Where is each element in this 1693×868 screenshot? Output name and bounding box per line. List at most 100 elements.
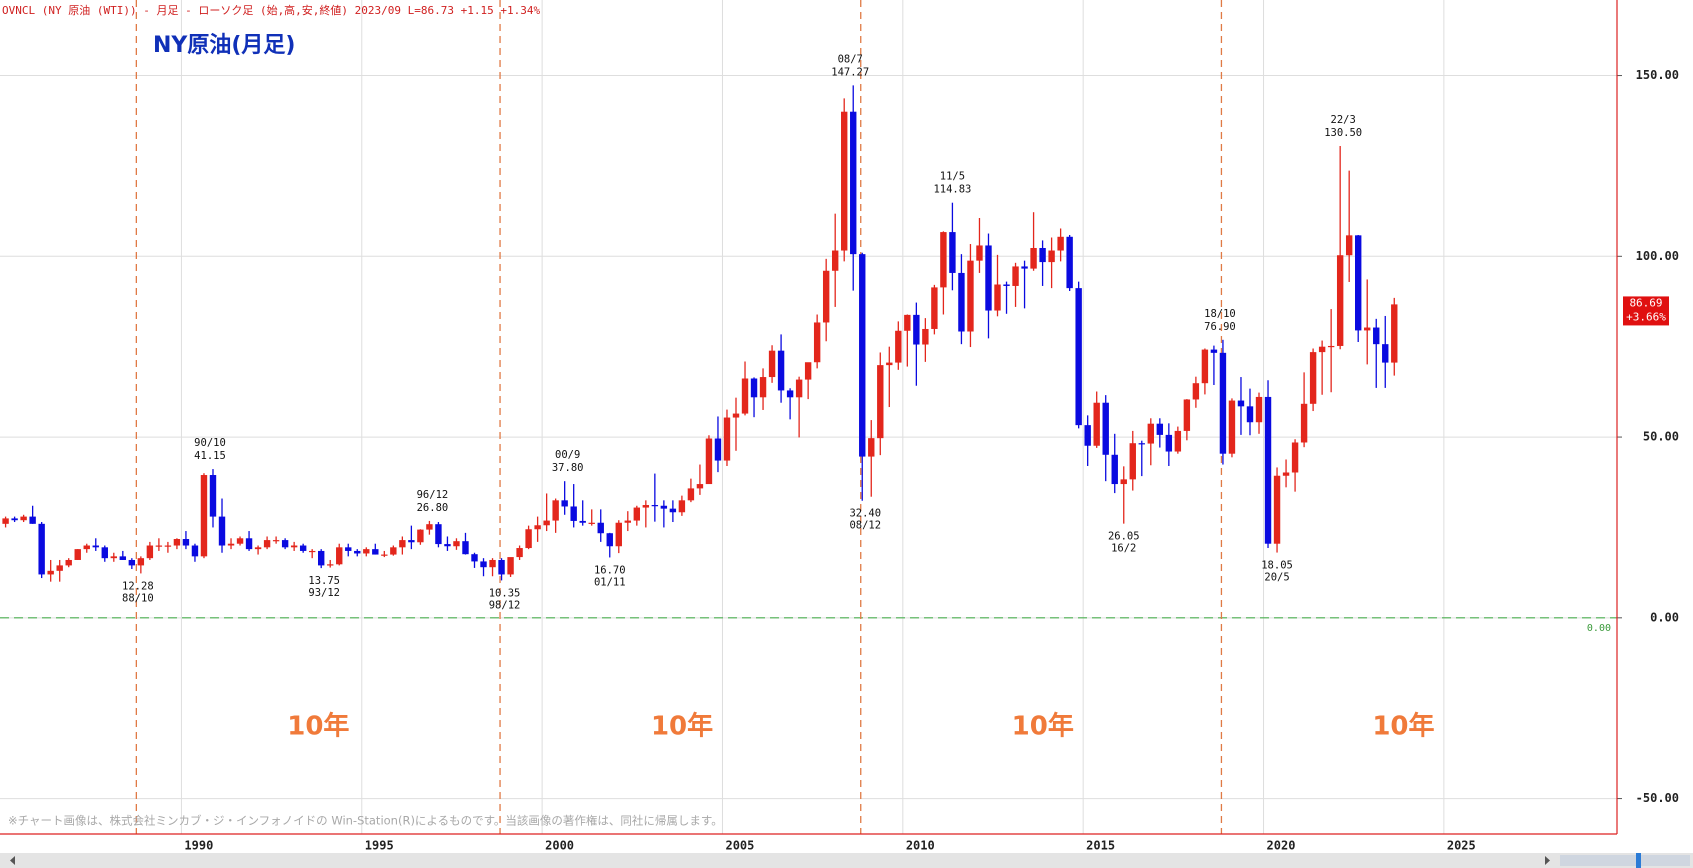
annotation-value: 12.28	[122, 580, 154, 592]
annotation-date: 11/5	[940, 171, 965, 183]
candle-body	[1309, 352, 1317, 404]
candle-body	[525, 529, 532, 549]
x-tick-label: 1995	[365, 839, 394, 853]
candle-body	[597, 522, 604, 534]
candle-body	[1345, 235, 1353, 256]
scrollbar[interactable]	[0, 853, 1693, 868]
candle-body	[281, 540, 289, 548]
annotation-date: 18/10	[1204, 308, 1236, 320]
candle-body	[1156, 423, 1164, 435]
candle-body	[543, 520, 550, 526]
candle-body	[1057, 236, 1064, 251]
candle-body	[687, 488, 695, 501]
candle-body	[11, 518, 18, 521]
candle-body	[985, 245, 992, 311]
candle-body	[1336, 255, 1344, 346]
candle-body	[200, 475, 208, 557]
candle-body	[453, 541, 460, 547]
candle-body	[1246, 406, 1254, 423]
candle-body	[381, 554, 388, 556]
annotation-date: 01/11	[594, 576, 626, 588]
candle-body	[931, 287, 938, 329]
zero-line-label: 0.00	[1587, 623, 1611, 634]
candle-body	[786, 390, 794, 398]
candle-body	[904, 314, 911, 331]
candle-body	[868, 438, 875, 457]
candle-body	[47, 570, 54, 575]
grid-layer	[0, 0, 1617, 834]
x-tick-label: 1990	[184, 839, 213, 853]
candle-body	[480, 561, 487, 568]
candle-body	[660, 505, 668, 509]
candle-body	[723, 417, 731, 461]
annotation-date: 88/10	[122, 592, 154, 604]
candle-body	[254, 547, 262, 550]
candle-body	[1039, 247, 1046, 263]
candle-body	[1129, 443, 1136, 480]
candle-body	[155, 545, 163, 547]
candle-body	[795, 379, 803, 398]
candle-body	[1066, 236, 1073, 289]
annotation-date: 93/12	[308, 587, 340, 599]
candle-body	[372, 549, 379, 555]
annotation-value: 147.27	[831, 66, 869, 78]
x-tick-label: 2005	[725, 839, 754, 853]
candle-body	[20, 516, 27, 521]
candle-body	[354, 550, 361, 554]
candle-body	[1210, 349, 1218, 353]
candle-body	[101, 547, 108, 559]
candle-body	[1183, 399, 1191, 431]
x-tick-label: 2020	[1267, 839, 1296, 853]
period-label: 10年	[1372, 711, 1434, 742]
scroll-right-arrow[interactable]	[1545, 856, 1550, 865]
period-label: 10年	[1012, 711, 1074, 742]
candle-body	[841, 111, 848, 251]
candle-body	[516, 548, 523, 558]
last-price-tag	[1623, 296, 1669, 326]
candle-body	[651, 505, 659, 507]
candle-body	[859, 254, 866, 457]
candle-body	[1273, 475, 1281, 544]
candle-body	[128, 559, 136, 566]
candle-body	[1219, 352, 1227, 454]
candle-body	[498, 559, 505, 575]
annotation-date: 22/3	[1331, 114, 1356, 126]
candle-body	[345, 547, 352, 551]
overlay-layer: 1990 1995 2000 2005 2010 2015 2020 2025 -50.00 0.…	[122, 53, 1679, 852]
annotation-value: 16.70	[594, 564, 626, 576]
candle-body	[92, 545, 99, 548]
candle-body	[1021, 266, 1028, 269]
candle-body	[137, 558, 145, 566]
candle-body	[1318, 346, 1326, 353]
candle-body	[164, 545, 172, 547]
annotation-value: 76.90	[1204, 321, 1236, 333]
candles-layer	[2, 85, 1398, 582]
annotation-date: 00/9	[555, 449, 580, 461]
candle-body	[940, 232, 947, 288]
annotation-date: 16/2	[1111, 543, 1136, 555]
candle-body	[1111, 454, 1118, 485]
candle-body	[552, 500, 559, 521]
candle-body	[1327, 345, 1335, 348]
candle-body	[182, 539, 190, 546]
x-tick-label: 2015	[1086, 839, 1115, 853]
zoom-thumb[interactable]	[1636, 853, 1641, 868]
candle-body	[624, 520, 631, 523]
candle-body	[1282, 472, 1290, 476]
candle-body	[967, 260, 974, 332]
candle-body	[390, 547, 397, 555]
candle-body	[227, 543, 235, 546]
scroll-left-arrow[interactable]	[10, 856, 15, 865]
candle-body	[444, 544, 451, 547]
zoom-slider[interactable]	[1560, 855, 1690, 866]
annotation-value: 10.35	[489, 587, 521, 599]
candle-body	[191, 545, 199, 557]
candle-body	[1138, 443, 1145, 445]
candle-body	[1291, 442, 1299, 473]
scroll-track[interactable]	[0, 853, 1693, 868]
candle-body	[642, 505, 650, 508]
annotation-value: 114.83	[933, 184, 971, 196]
candle-body	[777, 350, 785, 391]
